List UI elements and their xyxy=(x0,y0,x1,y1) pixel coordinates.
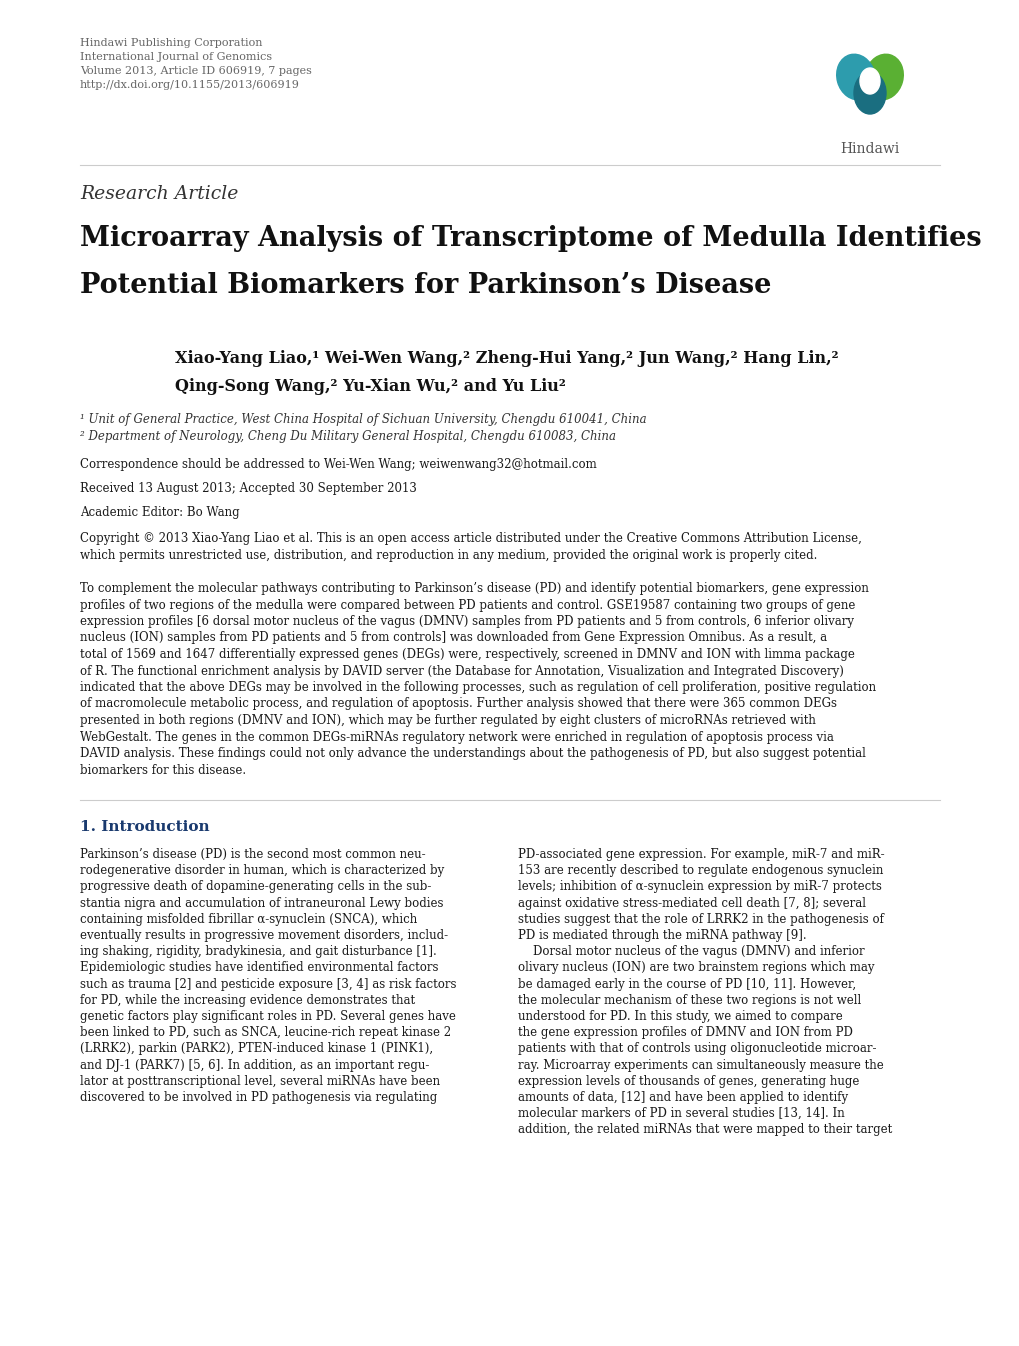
Text: and DJ-1 (PARK7) [5, 6]. In addition, as an important regu-: and DJ-1 (PARK7) [5, 6]. In addition, as… xyxy=(79,1058,429,1071)
Text: http://dx.doi.org/10.1155/2013/606919: http://dx.doi.org/10.1155/2013/606919 xyxy=(79,79,300,90)
Text: been linked to PD, such as SNCA, leucine-rich repeat kinase 2: been linked to PD, such as SNCA, leucine… xyxy=(79,1026,450,1039)
Text: indicated that the above DEGs may be involved in the following processes, such a: indicated that the above DEGs may be inv… xyxy=(79,681,875,695)
Text: DAVID analysis. These findings could not only advance the understandings about t: DAVID analysis. These findings could not… xyxy=(79,747,865,760)
Text: biomarkers for this disease.: biomarkers for this disease. xyxy=(79,763,246,777)
Text: eventually results in progressive movement disorders, includ-: eventually results in progressive moveme… xyxy=(79,929,447,942)
Text: molecular markers of PD in several studies [13, 14]. In: molecular markers of PD in several studi… xyxy=(518,1108,844,1120)
Text: (LRRK2), parkin (PARK2), PTEN-induced kinase 1 (PINK1),: (LRRK2), parkin (PARK2), PTEN-induced ki… xyxy=(79,1042,433,1055)
Ellipse shape xyxy=(853,71,886,114)
Text: Xiao-Yang Liao,¹ Wei-Wen Wang,² Zheng-Hui Yang,² Jun Wang,² Hang Lin,²: Xiao-Yang Liao,¹ Wei-Wen Wang,² Zheng-Hu… xyxy=(175,350,838,367)
Text: which permits unrestricted use, distribution, and reproduction in any medium, pr: which permits unrestricted use, distribu… xyxy=(79,549,816,563)
Text: Potential Biomarkers for Parkinson’s Disease: Potential Biomarkers for Parkinson’s Dis… xyxy=(79,272,770,299)
Text: Correspondence should be addressed to Wei-Wen Wang; weiwenwang32@hotmail.com: Correspondence should be addressed to We… xyxy=(79,458,596,471)
Text: profiles of two regions of the medulla were compared between PD patients and con: profiles of two regions of the medulla w… xyxy=(79,599,855,611)
Text: the molecular mechanism of these two regions is not well: the molecular mechanism of these two reg… xyxy=(518,993,860,1007)
Text: the gene expression profiles of DMNV and ION from PD: the gene expression profiles of DMNV and… xyxy=(518,1026,852,1039)
Text: To complement the molecular pathways contributing to Parkinson’s disease (PD) an: To complement the molecular pathways con… xyxy=(79,581,868,595)
Text: presented in both regions (DMNV and ION), which may be further regulated by eigh: presented in both regions (DMNV and ION)… xyxy=(79,713,815,727)
Text: containing misfolded fibrillar α-synuclein (SNCA), which: containing misfolded fibrillar α-synucle… xyxy=(79,913,417,926)
Text: rodegenerative disorder in human, which is characterized by: rodegenerative disorder in human, which … xyxy=(79,864,444,878)
Text: be damaged early in the course of PD [10, 11]. However,: be damaged early in the course of PD [10… xyxy=(518,977,855,991)
Text: Received 13 August 2013; Accepted 30 September 2013: Received 13 August 2013; Accepted 30 Sep… xyxy=(79,482,417,495)
Text: genetic factors play significant roles in PD. Several genes have: genetic factors play significant roles i… xyxy=(79,1010,455,1023)
Text: Copyright © 2013 Xiao-Yang Liao et al. This is an open access article distribute: Copyright © 2013 Xiao-Yang Liao et al. T… xyxy=(79,532,861,545)
Text: Dorsal motor nucleus of the vagus (DMNV) and inferior: Dorsal motor nucleus of the vagus (DMNV)… xyxy=(518,945,864,958)
Text: PD is mediated through the miRNA pathway [9].: PD is mediated through the miRNA pathway… xyxy=(518,929,806,942)
Text: Qing-Song Wang,² Yu-Xian Wu,² and Yu Liu²: Qing-Song Wang,² Yu-Xian Wu,² and Yu Liu… xyxy=(175,378,566,394)
Text: of macromolecule metabolic process, and regulation of apoptosis. Further analysi: of macromolecule metabolic process, and … xyxy=(79,697,837,711)
Text: nucleus (ION) samples from PD patients and 5 from controls] was downloaded from : nucleus (ION) samples from PD patients a… xyxy=(79,631,826,645)
Text: studies suggest that the role of LRRK2 in the pathogenesis of: studies suggest that the role of LRRK2 i… xyxy=(518,913,883,926)
Text: 153 are recently described to regulate endogenous synuclein: 153 are recently described to regulate e… xyxy=(518,864,882,878)
Text: International Journal of Genomics: International Journal of Genomics xyxy=(79,52,272,62)
Text: olivary nucleus (ION) are two brainstem regions which may: olivary nucleus (ION) are two brainstem … xyxy=(518,961,873,975)
Text: PD-associated gene expression. For example, miR-7 and miR-: PD-associated gene expression. For examp… xyxy=(518,848,883,861)
Text: total of 1569 and 1647 differentially expressed genes (DEGs) were, respectively,: total of 1569 and 1647 differentially ex… xyxy=(79,647,854,661)
Text: lator at posttranscriptional level, several miRNAs have been: lator at posttranscriptional level, seve… xyxy=(79,1075,439,1088)
Text: ing shaking, rigidity, bradykinesia, and gait disturbance [1].: ing shaking, rigidity, bradykinesia, and… xyxy=(79,945,436,958)
Text: Hindawi Publishing Corporation: Hindawi Publishing Corporation xyxy=(79,38,262,48)
Text: ² Department of Neurology, Cheng Du Military General Hospital, Chengdu 610083, C: ² Department of Neurology, Cheng Du Mili… xyxy=(79,429,615,443)
Text: for PD, while the increasing evidence demonstrates that: for PD, while the increasing evidence de… xyxy=(79,993,415,1007)
Text: amounts of data, [12] and have been applied to identify: amounts of data, [12] and have been appl… xyxy=(518,1092,847,1104)
Text: patients with that of controls using oligonucleotide microar-: patients with that of controls using oli… xyxy=(518,1042,875,1055)
Text: Research Article: Research Article xyxy=(79,184,238,203)
Text: of R. The functional enrichment analysis by DAVID server (the Database for Annot: of R. The functional enrichment analysis… xyxy=(79,665,843,677)
Text: such as trauma [2] and pesticide exposure [3, 4] as risk factors: such as trauma [2] and pesticide exposur… xyxy=(79,977,457,991)
Text: discovered to be involved in PD pathogenesis via regulating: discovered to be involved in PD pathogen… xyxy=(79,1092,437,1104)
Text: levels; inhibition of α-synuclein expression by miR-7 protects: levels; inhibition of α-synuclein expres… xyxy=(518,880,881,894)
Text: ¹ Unit of General Practice, West China Hospital of Sichuan University, Chengdu 6: ¹ Unit of General Practice, West China H… xyxy=(79,413,646,425)
Ellipse shape xyxy=(859,69,879,94)
Ellipse shape xyxy=(836,54,874,100)
Text: ray. Microarray experiments can simultaneously measure the: ray. Microarray experiments can simultan… xyxy=(518,1058,882,1071)
Text: 1. Introduction: 1. Introduction xyxy=(79,820,210,835)
Text: expression profiles [6 dorsal motor nucleus of the vagus (DMNV) samples from PD : expression profiles [6 dorsal motor nucl… xyxy=(79,615,853,629)
Text: WebGestalt. The genes in the common DEGs-miRNAs regulatory network were enriched: WebGestalt. The genes in the common DEGs… xyxy=(79,731,834,743)
Text: Epidemiologic studies have identified environmental factors: Epidemiologic studies have identified en… xyxy=(79,961,438,975)
Text: progressive death of dopamine-generating cells in the sub-: progressive death of dopamine-generating… xyxy=(79,880,431,894)
Text: stantia nigra and accumulation of intraneuronal Lewy bodies: stantia nigra and accumulation of intran… xyxy=(79,896,443,910)
Text: expression levels of thousands of genes, generating huge: expression levels of thousands of genes,… xyxy=(518,1075,859,1088)
Text: against oxidative stress-mediated cell death [7, 8]; several: against oxidative stress-mediated cell d… xyxy=(518,896,865,910)
Text: Microarray Analysis of Transcriptome of Medulla Identifies: Microarray Analysis of Transcriptome of … xyxy=(79,225,980,252)
Text: Academic Editor: Bo Wang: Academic Editor: Bo Wang xyxy=(79,506,239,520)
Text: Parkinson’s disease (PD) is the second most common neu-: Parkinson’s disease (PD) is the second m… xyxy=(79,848,425,861)
Ellipse shape xyxy=(864,54,903,100)
Text: understood for PD. In this study, we aimed to compare: understood for PD. In this study, we aim… xyxy=(518,1010,842,1023)
Text: Hindawi: Hindawi xyxy=(840,141,899,156)
Text: addition, the related miRNAs that were mapped to their target: addition, the related miRNAs that were m… xyxy=(518,1124,892,1136)
Text: Volume 2013, Article ID 606919, 7 pages: Volume 2013, Article ID 606919, 7 pages xyxy=(79,66,312,75)
